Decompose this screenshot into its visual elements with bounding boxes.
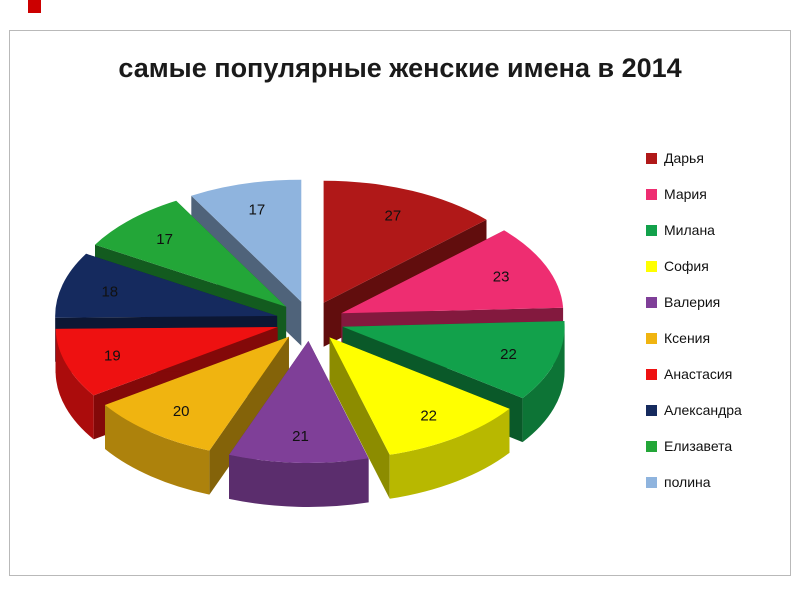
slice-label: 22 <box>420 407 437 424</box>
legend-swatch <box>646 296 657 308</box>
slice-label: 18 <box>101 284 118 301</box>
legend-swatch <box>646 260 657 272</box>
legend-item: полина <box>646 475 742 489</box>
legend-label: София <box>664 258 709 274</box>
pie-slice-rim <box>55 328 94 440</box>
corner-mark <box>28 0 41 13</box>
pie-slice-rim <box>389 408 510 499</box>
pie-slice[interactable] <box>229 341 369 463</box>
legend-item: Елизавета <box>646 439 742 453</box>
legend-item: Анастасия <box>646 367 742 381</box>
pie-slice[interactable] <box>323 180 487 303</box>
slice-label: 19 <box>104 348 121 365</box>
legend-item: Александра <box>646 403 742 417</box>
legend-item: Милана <box>646 223 742 237</box>
chart-title: самые популярные женские имена в 2014 <box>118 53 682 83</box>
legend-item: София <box>646 259 742 273</box>
legend-swatch <box>646 152 657 164</box>
legend-label: Александра <box>664 402 742 418</box>
legend-label: Дарья <box>664 150 704 166</box>
pie-slice[interactable] <box>95 200 287 307</box>
pie-slice[interactable] <box>105 336 289 451</box>
legend-swatch <box>646 476 657 488</box>
legend-swatch <box>646 440 657 452</box>
pie-slice-rim <box>105 405 210 495</box>
legend-swatch <box>646 188 657 200</box>
legend-label: полина <box>664 474 711 490</box>
pie-slice-side <box>329 337 390 499</box>
legend-label: Милана <box>664 222 715 238</box>
pie-slice[interactable] <box>191 179 302 302</box>
legend-item: Дарья <box>646 151 742 165</box>
legend-item: Ксения <box>646 331 742 345</box>
slice-label: 22 <box>500 346 517 363</box>
pie-slice[interactable] <box>342 321 565 399</box>
legend-swatch <box>646 224 657 236</box>
pie-chart: 17 27 17 23 18 22 19 20 22 21 <box>55 179 565 507</box>
pie-slice[interactable] <box>329 337 510 455</box>
slice-label: 27 <box>385 208 402 225</box>
legend-item: Мария <box>646 187 742 201</box>
pie-slice[interactable] <box>55 253 278 318</box>
chart-legend: Дарья Мария Милана София Валерия Ксения Анаста… <box>646 151 742 489</box>
slice-label: 21 <box>292 428 309 445</box>
legend-swatch <box>646 404 657 416</box>
pie-slice[interactable] <box>341 230 564 314</box>
legend-label: Ксения <box>664 330 711 346</box>
slice-label: 20 <box>173 403 190 420</box>
legend-item: Валерия <box>646 295 742 309</box>
pie-slice[interactable] <box>55 327 278 396</box>
pie-slice-rim <box>522 326 565 443</box>
pie-slice-rim <box>229 454 369 507</box>
legend-label: Елизавета <box>664 438 733 454</box>
slice-label: 23 <box>493 269 510 286</box>
legend-label: Мария <box>664 186 707 202</box>
slice-label: 17 <box>156 231 173 248</box>
legend-swatch <box>646 332 657 344</box>
slice-label: 17 <box>249 202 266 219</box>
legend-label: Анастасия <box>664 366 733 382</box>
legend-swatch <box>646 368 657 380</box>
slide: самые популярные женские имена в 2014 17… <box>9 30 791 576</box>
legend-label: Валерия <box>664 294 721 310</box>
